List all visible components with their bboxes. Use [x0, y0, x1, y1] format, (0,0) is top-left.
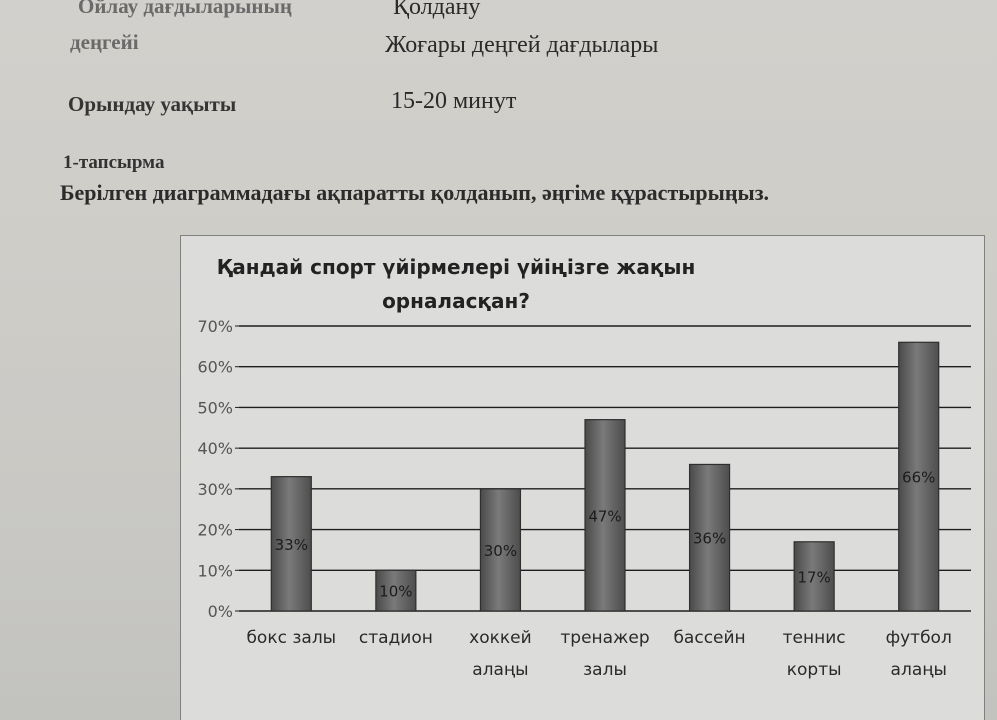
- category-label-3: хоккей: [469, 628, 532, 648]
- y-tick-label: 20%: [197, 521, 233, 540]
- bar-3: [479, 488, 522, 612]
- bar-7: [898, 341, 940, 612]
- bar-5: [688, 463, 731, 612]
- time-label: Орындау уақыты: [68, 92, 237, 116]
- task-number: 1-тапсырма: [63, 152, 165, 173]
- bar-6: [793, 541, 835, 612]
- data-label-6: 17%: [797, 568, 830, 586]
- task-instruction: Берілген диаграммадағы ақпаратты қолданы…: [60, 180, 770, 205]
- data-label-4: 47%: [588, 507, 621, 525]
- y-tick-label: 60%: [197, 358, 233, 377]
- y-tick-label: 0%: [208, 602, 233, 621]
- data-label-1: 33%: [275, 536, 308, 554]
- category-label-6: теннис: [783, 628, 846, 648]
- data-label-2: 10%: [379, 583, 412, 601]
- time-value: 15-20 минут: [391, 88, 517, 114]
- y-tick-label: 10%: [197, 561, 233, 580]
- data-label-3: 30%: [484, 542, 517, 560]
- y-tick-label: 70%: [197, 317, 233, 336]
- category-label-1: бокс залы: [246, 628, 336, 648]
- y-tick-label: 40%: [197, 439, 233, 458]
- chart-title-line-1: Қандай спорт үйірмелері үйіңізге жақын: [217, 255, 696, 279]
- category-label-4: тренажер: [560, 628, 649, 648]
- category-label-6: корты: [787, 660, 842, 680]
- bar-4: [584, 419, 626, 612]
- thinking-level-label-line-1: Ойлау дағдыларының: [78, 0, 293, 18]
- y-tick-label: 50%: [197, 398, 233, 417]
- data-label-7: 66%: [902, 469, 935, 487]
- category-label-5: бассейн: [673, 628, 745, 648]
- category-label-3: алаңы: [472, 660, 528, 680]
- category-label-4: залы: [583, 660, 627, 680]
- category-label-7: футбол: [886, 628, 952, 648]
- y-tick-label: 30%: [197, 480, 233, 499]
- category-label-2: стадион: [359, 628, 433, 648]
- bar-2: [375, 569, 417, 612]
- chart-frame: Қандай спорт үйірмелері үйіңізге жақын ор…: [180, 235, 985, 720]
- chart-title-line-2: орналасқан?: [382, 289, 530, 313]
- thinking-level-label-line-2: деңгейі: [70, 30, 139, 54]
- bar-1: [270, 476, 312, 612]
- thinking-level-value-line-2: Жоғары деңгей дағдылары: [385, 32, 659, 58]
- category-label-7: алаңы: [891, 660, 947, 680]
- bar-chart: Қандай спорт үйірмелері үйіңізге жақын ор…: [197, 255, 971, 680]
- thinking-level-value-line-1: Қолдану: [393, 0, 481, 20]
- data-label-5: 36%: [693, 530, 726, 548]
